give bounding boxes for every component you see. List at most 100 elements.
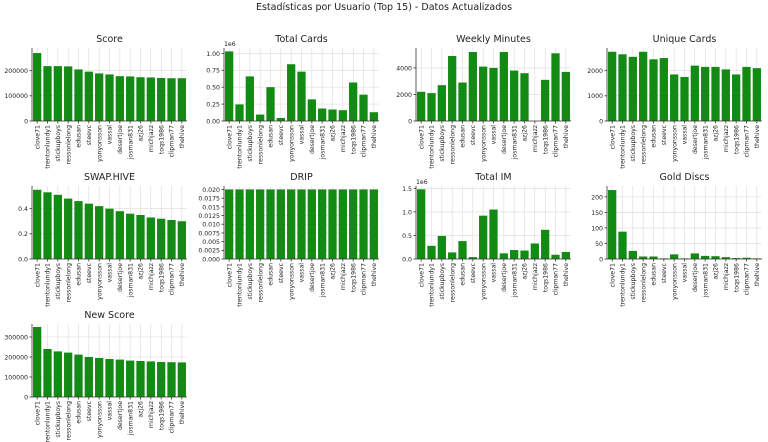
xtick-label-drip-13: clipman77	[361, 263, 368, 295]
bar-drip-3	[256, 189, 265, 259]
xtick-label-new-score-1: trentonlundy1	[45, 401, 52, 442]
bar-unique-cards-10	[711, 66, 720, 121]
xtick-label-gold-discs-4: edusan	[651, 263, 658, 286]
xtick-label-new-score-13: clipman77	[169, 401, 176, 433]
bar-total-im-2	[437, 235, 446, 259]
xtick-label-gold-discs-14: thehive	[754, 263, 761, 286]
bar-total-im-7	[489, 209, 498, 259]
chart-total-cards: 0.00 0.25 0.50 0.75 1.00 1e6 clove71 trentonlun…	[206, 34, 379, 169]
chart-title-unique-cards: Unique Cards	[653, 34, 717, 45]
bar-drip-14	[369, 189, 378, 259]
xtick-label-drip-2: stickupboys	[247, 263, 254, 300]
bar-drip-12	[349, 189, 358, 259]
xtick-label-swap-hive-8: desertjoe	[117, 263, 124, 292]
ytick-label-swap-hive-0: 0.0	[18, 256, 28, 263]
xtick-label-total-cards-8: desertjoe	[309, 125, 316, 154]
bar-drip-4	[266, 189, 275, 259]
xtick-label-total-cards-4: edusan	[268, 125, 275, 148]
ytick-label-score-2: 200000	[4, 68, 28, 75]
xtick-label-swap-hive-11: michjazz	[148, 263, 155, 290]
bar-swap-hive-2	[53, 194, 62, 259]
chart-title-total-im: Total IM	[474, 172, 511, 183]
xtick-label-new-score-2: stickupboys	[55, 401, 62, 438]
bar-swap-hive-9	[126, 213, 135, 259]
bar-new-score-0	[33, 327, 42, 397]
bar-gold-discs-12	[732, 258, 741, 259]
bar-total-im-0	[417, 189, 426, 259]
xtick-label-unique-cards-9: josman831	[702, 125, 709, 160]
bar-new-score-12	[157, 362, 166, 397]
bar-weekly-minutes-13	[551, 53, 560, 122]
bar-swap-hive-13	[167, 219, 176, 259]
chart-title-swap-hive: SWAP.HIVE	[84, 172, 135, 183]
bar-total-cards-6	[287, 64, 296, 121]
xtick-label-unique-cards-11: michjazz	[723, 125, 730, 152]
bar-weekly-minutes-12	[541, 79, 550, 121]
bar-weekly-minutes-10	[520, 73, 529, 121]
xtick-label-gold-discs-11: michjazz	[723, 263, 730, 290]
bar-drip-8	[307, 189, 316, 259]
xtick-label-total-im-12: toqs1986	[542, 263, 549, 292]
xtick-label-unique-cards-5: steevc	[661, 124, 668, 145]
bar-score-13	[167, 78, 176, 121]
xtick-label-new-score-3: ressonlelong	[65, 401, 72, 440]
ytick-label-drip-8: 0.020	[202, 187, 220, 194]
bar-drip-7	[297, 189, 306, 259]
xtick-label-total-im-4: edusan	[460, 263, 467, 286]
xtick-label-unique-cards-0: clove71	[609, 125, 616, 149]
bar-total-cards-3	[256, 114, 265, 121]
chart-total-im: 0.0 0.5 1.0 1.5 1e6 clove71 trentonlundy1 stick…	[402, 172, 571, 307]
bar-swap-hive-3	[64, 198, 73, 259]
bar-drip-1	[235, 189, 244, 259]
ytick-label-weekly-minutes-2: 4000	[396, 65, 412, 72]
ytick-label-total-im-1: 0.5	[402, 233, 412, 240]
xtick-label-unique-cards-14: thehive	[754, 125, 761, 148]
chart-unique-cards: 0 1000 2000 clove71 trentonlundy1 stickupboys…	[587, 34, 762, 169]
xtick-label-weekly-minutes-4: edusan	[460, 125, 467, 148]
bar-total-cards-14	[369, 112, 378, 121]
bar-gold-discs-13	[742, 257, 751, 259]
bar-total-cards-1	[235, 104, 244, 121]
xtick-label-gold-discs-12: toqs1986	[733, 263, 740, 292]
bar-gold-discs-2	[628, 250, 637, 259]
xtick-label-total-cards-11: michjazz	[340, 125, 347, 152]
bar-swap-hive-7	[105, 208, 114, 259]
bar-weekly-minutes-6	[479, 66, 488, 121]
xtick-label-swap-hive-1: trentonlundy1	[45, 263, 52, 307]
xtick-label-total-cards-6: yonyonsson	[288, 125, 295, 162]
xtick-label-total-im-3: ressonlelong	[449, 263, 456, 302]
bar-score-10	[136, 77, 145, 121]
xtick-label-total-cards-10: azj26	[330, 125, 337, 142]
bar-score-6	[95, 73, 104, 121]
xtick-label-total-cards-2: stickupboys	[247, 125, 254, 162]
bar-unique-cards-13	[742, 66, 751, 121]
xtick-label-swap-hive-9: josman831	[127, 263, 134, 298]
bar-new-score-13	[167, 362, 176, 397]
bar-gold-discs-9	[701, 255, 710, 259]
bar-total-cards-7	[297, 71, 306, 121]
bar-weekly-minutes-14	[561, 71, 570, 121]
bar-unique-cards-4	[649, 59, 658, 121]
xtick-label-total-im-5: steevc	[470, 262, 477, 283]
bar-new-score-10	[136, 361, 145, 397]
xtick-label-total-cards-13: clipman77	[361, 125, 368, 157]
ytick-label-weekly-minutes-0: 0	[408, 118, 412, 125]
ytick-label-score-1: 100000	[4, 93, 28, 100]
xtick-label-new-score-12: toqs1986	[158, 401, 165, 430]
xtick-label-gold-discs-8: desertjoe	[692, 263, 699, 292]
xtick-label-swap-hive-13: clipman77	[169, 263, 176, 295]
xtick-label-score-8: desertjoe	[117, 125, 124, 154]
bar-score-11	[146, 77, 155, 121]
bar-total-im-9	[510, 250, 519, 259]
bar-drip-9	[318, 189, 327, 259]
xtick-label-swap-hive-6: yonyonsson	[96, 263, 103, 300]
xtick-label-gold-discs-1: trentonlundy1	[620, 263, 627, 307]
figure-suptitle: Estadísticas por Usuario (Top 15) - Dato…	[255, 2, 513, 13]
ytick-label-new-score-1: 100000	[4, 374, 28, 381]
bar-gold-discs-3	[639, 256, 648, 259]
xtick-label-score-9: josman831	[127, 125, 134, 160]
bar-new-score-1	[43, 349, 52, 397]
ytick-label-total-cards-0: 0.00	[206, 118, 220, 125]
bar-total-cards-4	[266, 87, 275, 121]
xtick-label-drip-3: ressonlelong	[257, 263, 264, 302]
